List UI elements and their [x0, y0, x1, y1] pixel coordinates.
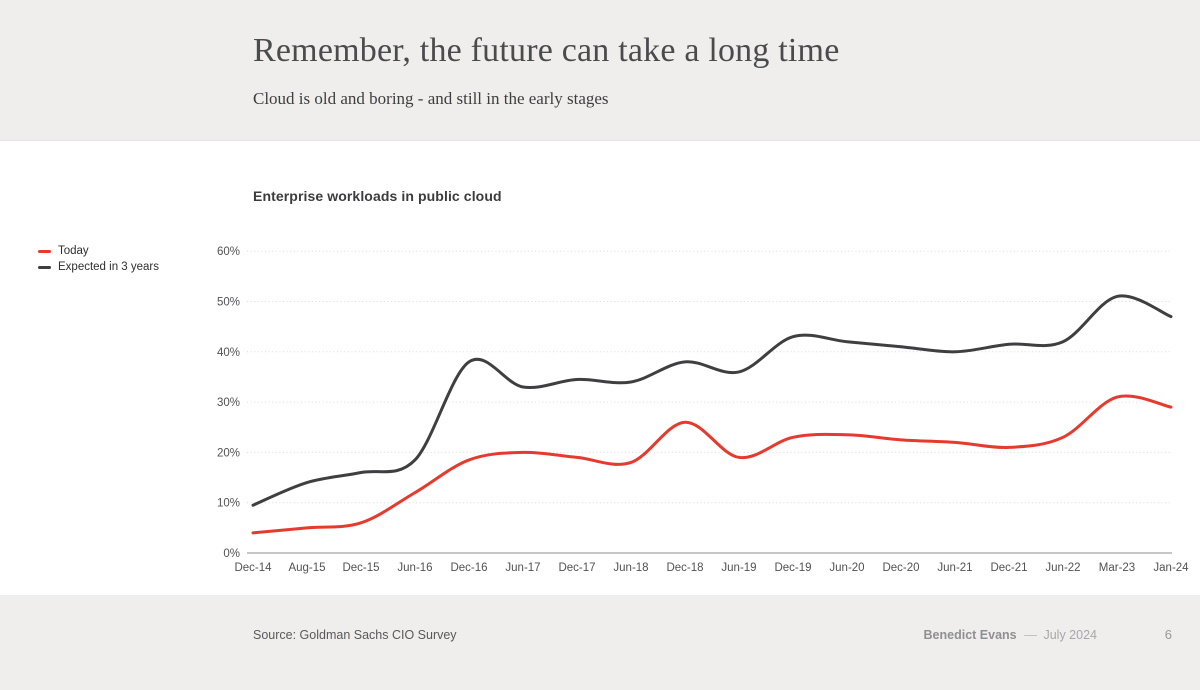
- x-tick-label: Aug-15: [288, 562, 325, 574]
- x-tick-label: Jun-22: [1045, 562, 1080, 574]
- x-tick-label: Dec-19: [774, 562, 811, 574]
- y-tick-label: 10%: [217, 498, 240, 510]
- legend-label-expected: Expected in 3 years: [58, 261, 160, 273]
- legend-label-today: Today: [58, 245, 89, 257]
- chart-title: Enterprise workloads in public cloud: [253, 188, 502, 204]
- y-tick-label: 40%: [217, 347, 240, 359]
- x-tick-label: Dec-14: [234, 562, 272, 574]
- x-tick-label: Jun-17: [505, 562, 540, 574]
- x-tick-label: Dec-18: [666, 562, 703, 574]
- slide-subtitle: Cloud is old and boring - and still in t…: [253, 89, 609, 108]
- x-tick-label: Dec-17: [558, 562, 595, 574]
- y-tick-label: 20%: [217, 447, 240, 459]
- x-tick-label: Dec-21: [990, 562, 1027, 574]
- x-tick-label: Mar-23: [1099, 562, 1135, 574]
- today-line-swatch-icon: [38, 249, 51, 253]
- x-tick-label: Jun-19: [721, 562, 756, 574]
- x-tick-label: Jan-24: [1153, 562, 1189, 574]
- legend-item-expected: Expected in 3 years: [38, 259, 159, 275]
- x-tick-label: Jun-18: [613, 562, 648, 574]
- legend-item-today: Today: [38, 243, 159, 259]
- source-note: Source: Goldman Sachs CIO Survey: [253, 628, 457, 642]
- slide-header: Remember, the future can take a long tim…: [0, 0, 1200, 141]
- slide-date: July 2024: [1043, 628, 1097, 642]
- series-line-today: [251, 394, 1173, 535]
- x-tick-label: Dec-15: [342, 562, 379, 574]
- x-tick-label: Jun-21: [937, 562, 972, 574]
- slide-title: Remember, the future can take a long tim…: [253, 32, 840, 69]
- x-tick-label: Dec-20: [882, 562, 919, 574]
- slide-footer: Source: Goldman Sachs CIO Survey Benedic…: [0, 595, 1200, 690]
- series-line-expected: [251, 294, 1173, 507]
- author-credit: Benedict Evans –– July 2024: [924, 628, 1097, 642]
- expected-line-swatch-icon: [38, 265, 51, 269]
- y-tick-label: 0%: [223, 548, 240, 560]
- y-tick-label: 30%: [217, 397, 240, 409]
- y-tick-label: 60%: [217, 246, 240, 258]
- x-tick-label: Dec-16: [450, 562, 487, 574]
- author-name: Benedict Evans: [923, 628, 1017, 642]
- y-tick-label: 50%: [217, 297, 240, 309]
- x-tick-label: Jun-20: [829, 562, 864, 574]
- page-number: 6: [1164, 627, 1172, 642]
- x-tick-label: Jun-16: [397, 562, 432, 574]
- chart-legend: Today Expected in 3 years: [38, 243, 159, 275]
- credit-separator: ––: [1024, 628, 1037, 642]
